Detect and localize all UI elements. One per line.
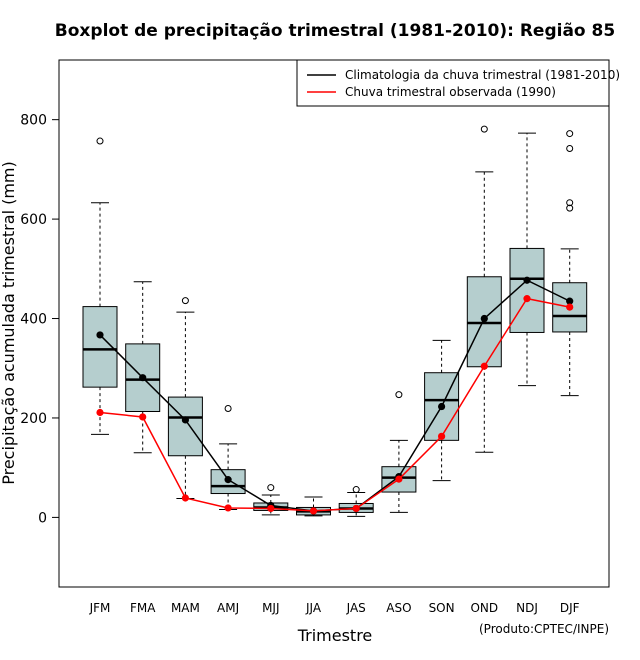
legend-observed-label: Chuva trimestral observada (1990) [345,85,556,99]
x-tick-label: FMA [130,601,156,615]
observed-point [309,507,318,515]
observed-point [566,303,574,311]
observed-point [438,432,446,440]
observed-point [480,362,488,370]
outlier-point [566,144,574,152]
x-tick-label: DJF [560,601,580,615]
legend: Climatologia da chuva trimestral (1981-2… [296,59,620,107]
outlier-point [566,130,574,138]
observed-point [395,475,403,483]
outlier-point [267,484,275,492]
climatology-point [224,476,232,484]
observed-point [139,413,147,421]
y-tick-label: 400 [20,312,47,328]
observed-point [224,504,232,512]
x-axis-label: Trimestre [297,626,373,645]
observed-point [523,295,531,303]
box-MAM [167,297,203,500]
climatology-point [438,402,446,411]
chart-title: Boxplot de precipitação trimestral (1981… [55,21,615,41]
box-AMJ [210,405,246,510]
legend-box [296,59,610,107]
x-tick-label: MAM [171,601,200,615]
climatology-point [96,331,104,339]
box-ASO [381,391,417,513]
product-credit: (Produto:CPTEC/INPE) [479,622,609,636]
box-FMA [125,281,161,454]
legend-climatology-label: Climatologia da chuva trimestral (1981-2… [345,68,620,82]
y-axis-label: Precipitação acumulada trimestral (mm) [0,161,18,485]
x-tick-label: AMJ [217,601,239,615]
box-NDJ [509,132,545,387]
box-OND [466,125,502,453]
x-tick-label: ASO [386,601,411,615]
x-tick-label: JAS [346,601,366,615]
x-tick-label: MJJ [262,601,279,615]
outlier-point [224,405,232,413]
climatology-point [566,297,574,305]
outlier-point [566,199,574,207]
y-tick-label: 200 [20,411,47,427]
observed-point [352,504,360,513]
x-tick-label: JJA [305,601,322,615]
climatology-point [181,416,189,424]
y-tick-label: 600 [20,212,47,228]
x-tick-label: NDJ [516,601,538,615]
x-tick-label: JFM [89,601,111,615]
box-iqr [167,396,203,457]
outlier-point [96,137,104,145]
climatology-point [139,374,147,382]
x-tick-label: OND [470,601,498,615]
observed-point [267,504,275,513]
plot-area: 0 200 400 600 800 JFM FMA MAM AMJ MJJ JJA JAS ASO SON… [20,59,610,615]
outlier-point [395,391,403,399]
box-SON [424,339,460,482]
outlier-point [480,125,488,133]
climatology-point [480,314,488,323]
y-tick-label: 0 [38,510,47,526]
outlier-point [181,297,189,305]
observed-line [99,297,570,512]
x-tick-label: SON [429,601,455,615]
outlier-point [566,204,574,212]
outlier-point [352,486,360,494]
climatology-point [523,276,531,284]
box-DJF [552,130,588,397]
observed-point [181,494,189,502]
observed-point [96,408,104,417]
y-tick-label: 800 [20,113,47,129]
box-JFM [82,137,118,435]
